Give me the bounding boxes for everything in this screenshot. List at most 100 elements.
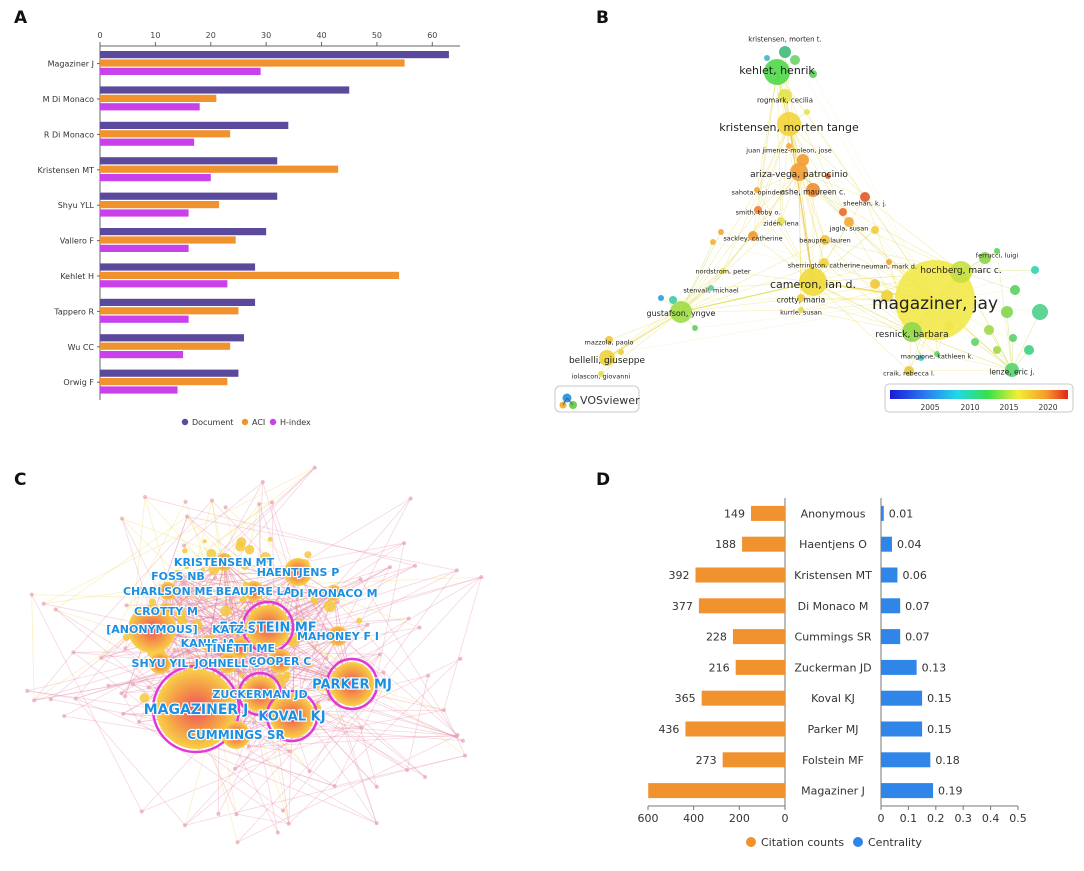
network-c-node: [182, 548, 188, 554]
network-c-edge: [145, 542, 405, 593]
network-c-edge: [31, 594, 35, 701]
network-c-node: [223, 505, 228, 510]
network-b-node: [881, 290, 893, 302]
centrality-value-label: 0.07: [905, 631, 930, 644]
network-b-node-label: sackley, catherine: [723, 234, 782, 242]
network-c-node-label: CHARLSON ME: [123, 585, 213, 598]
network-b-node: [598, 371, 604, 377]
bar-d-citation: [735, 659, 785, 675]
network-c-edge: [177, 575, 229, 664]
network-c-node-label: KATZ S: [212, 623, 255, 636]
network-c-node: [148, 598, 157, 606]
tick-label-d-left: 200: [729, 812, 750, 825]
bar-a-aci: [100, 165, 339, 173]
tick-label-a: 50: [372, 31, 382, 40]
network-b-edge: [606, 287, 712, 359]
network-c-edge: [27, 664, 133, 692]
network-c-edge: [225, 507, 290, 824]
network-c-edge: [209, 735, 457, 738]
network-b-node: [993, 346, 1001, 354]
network-c-node: [455, 733, 460, 738]
network-b-edge: [680, 297, 802, 313]
category-label-a: Orwig F: [63, 378, 94, 387]
network-c-node: [216, 811, 221, 816]
network-c-node: [191, 619, 203, 631]
network-c-node: [156, 669, 236, 749]
network-c-edge: [184, 729, 304, 826]
tick-label-d-left: 0: [782, 812, 789, 825]
network-c-edge: [183, 545, 466, 756]
network-c-node: [183, 499, 188, 504]
network-c-node: [130, 662, 135, 667]
centrality-value-label: 0.19: [938, 785, 963, 798]
network-b-edge: [788, 123, 825, 264]
network-b-node: [777, 112, 801, 136]
network-b-edge: [680, 220, 782, 313]
network-b-node-label: crotty, maria: [777, 296, 825, 305]
network-c-edge: [177, 575, 209, 644]
tick-label-d-right: 0.4: [982, 812, 1000, 825]
network-c-edge: [144, 496, 416, 567]
network-c-node: [374, 821, 379, 826]
network-c-edge: [144, 565, 191, 593]
network-c-edge: [126, 501, 273, 606]
network-b-edge: [794, 59, 936, 301]
bar-d-centrality: [881, 783, 934, 799]
citation-value-label: 436: [658, 723, 679, 736]
network-b-node: [1031, 266, 1039, 274]
category-label-d: Zuckerman JD: [794, 661, 871, 674]
network-c-node: [149, 652, 171, 674]
network-c-edge: [275, 498, 411, 657]
network-c-edge: [167, 590, 281, 662]
network-b-edge: [788, 123, 850, 223]
network-c-edge: [131, 497, 146, 631]
network-b-edge: [812, 281, 913, 333]
network-c-edge: [151, 571, 299, 630]
network-c-node: [138, 586, 143, 591]
citation-value-label: 365: [675, 692, 696, 705]
network-b-edge: [606, 270, 724, 359]
network-c-node: [246, 605, 290, 649]
network-b-edge: [756, 189, 814, 283]
network-c-node: [328, 626, 348, 646]
bar-a-hindex: [100, 174, 211, 182]
network-b-node: [764, 55, 770, 61]
legend-label-a: H-index: [280, 418, 311, 427]
network-b-node-label: lenze, eric j.: [989, 368, 1035, 377]
network-c-edge: [184, 755, 466, 826]
network-c-node: [249, 656, 255, 662]
network-b-edge: [680, 262, 825, 313]
network-c-edge: [177, 571, 299, 577]
network-b-node: [618, 349, 624, 355]
network-b-edge: [812, 281, 910, 372]
network-c-node: [268, 649, 292, 673]
network-c-node: [402, 541, 407, 546]
category-label-d: Parker MJ: [808, 723, 859, 736]
network-c-node-ring: [325, 657, 379, 711]
network-b-node: [799, 268, 827, 296]
network-c-edge: [165, 610, 229, 664]
network-b-node-label: cameron, ian d.: [770, 278, 856, 291]
network-c-node: [267, 536, 273, 542]
network-b-node-label: mangione, kathleen k.: [901, 352, 974, 360]
bar-a-aci: [100, 59, 405, 67]
network-b-edge: [680, 281, 814, 313]
network-c-node: [136, 719, 141, 724]
tick-label-d-left: 600: [638, 812, 659, 825]
bar-a-document: [100, 263, 256, 271]
network-b-node: [790, 55, 800, 65]
network-b-edge: [722, 123, 790, 272]
network-c-node-label: FOSS NB: [151, 570, 205, 583]
centrality-value-label: 0.06: [902, 569, 927, 582]
network-c-edge: [132, 498, 411, 666]
bar-a-aci: [100, 378, 228, 386]
network-b-node: [720, 268, 726, 274]
network-b-edge: [722, 270, 814, 283]
network-b-edge: [864, 196, 962, 273]
network-c-node-label: CROTTY M: [134, 605, 198, 618]
network-c-node: [294, 604, 299, 609]
bar-a-aci: [100, 201, 220, 209]
vosviewer-label: VOSviewer: [580, 394, 640, 407]
centrality-value-label: 0.07: [905, 600, 930, 613]
bar-a-hindex: [100, 244, 189, 252]
